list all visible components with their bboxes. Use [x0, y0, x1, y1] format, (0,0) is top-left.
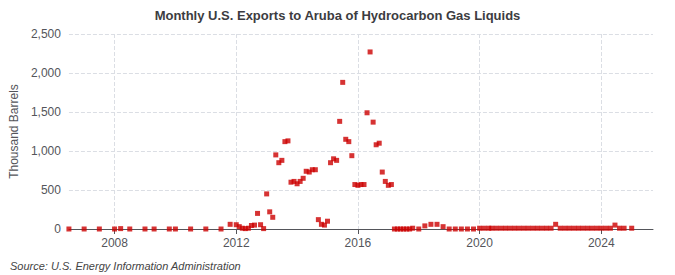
svg-text:2,000: 2,000	[31, 66, 61, 80]
svg-text:1,500: 1,500	[31, 105, 61, 119]
svg-text:Monthly U.S. Exports to Aruba: Monthly U.S. Exports to Aruba of Hydroca…	[155, 8, 521, 23]
svg-text:Thousand Barrels: Thousand Barrels	[7, 84, 21, 179]
svg-text:2012: 2012	[223, 236, 250, 250]
svg-text:2016: 2016	[345, 236, 372, 250]
svg-text:1,000: 1,000	[31, 144, 61, 158]
svg-text:2008: 2008	[101, 236, 128, 250]
svg-text:0: 0	[54, 222, 61, 236]
svg-text:Source: U.S. Energy Informatio: Source: U.S. Energy Information Administ…	[10, 260, 241, 272]
svg-text:500: 500	[41, 183, 61, 197]
svg-text:2020: 2020	[466, 236, 493, 250]
svg-text:2024: 2024	[588, 236, 615, 250]
svg-text:2,500: 2,500	[31, 27, 61, 41]
